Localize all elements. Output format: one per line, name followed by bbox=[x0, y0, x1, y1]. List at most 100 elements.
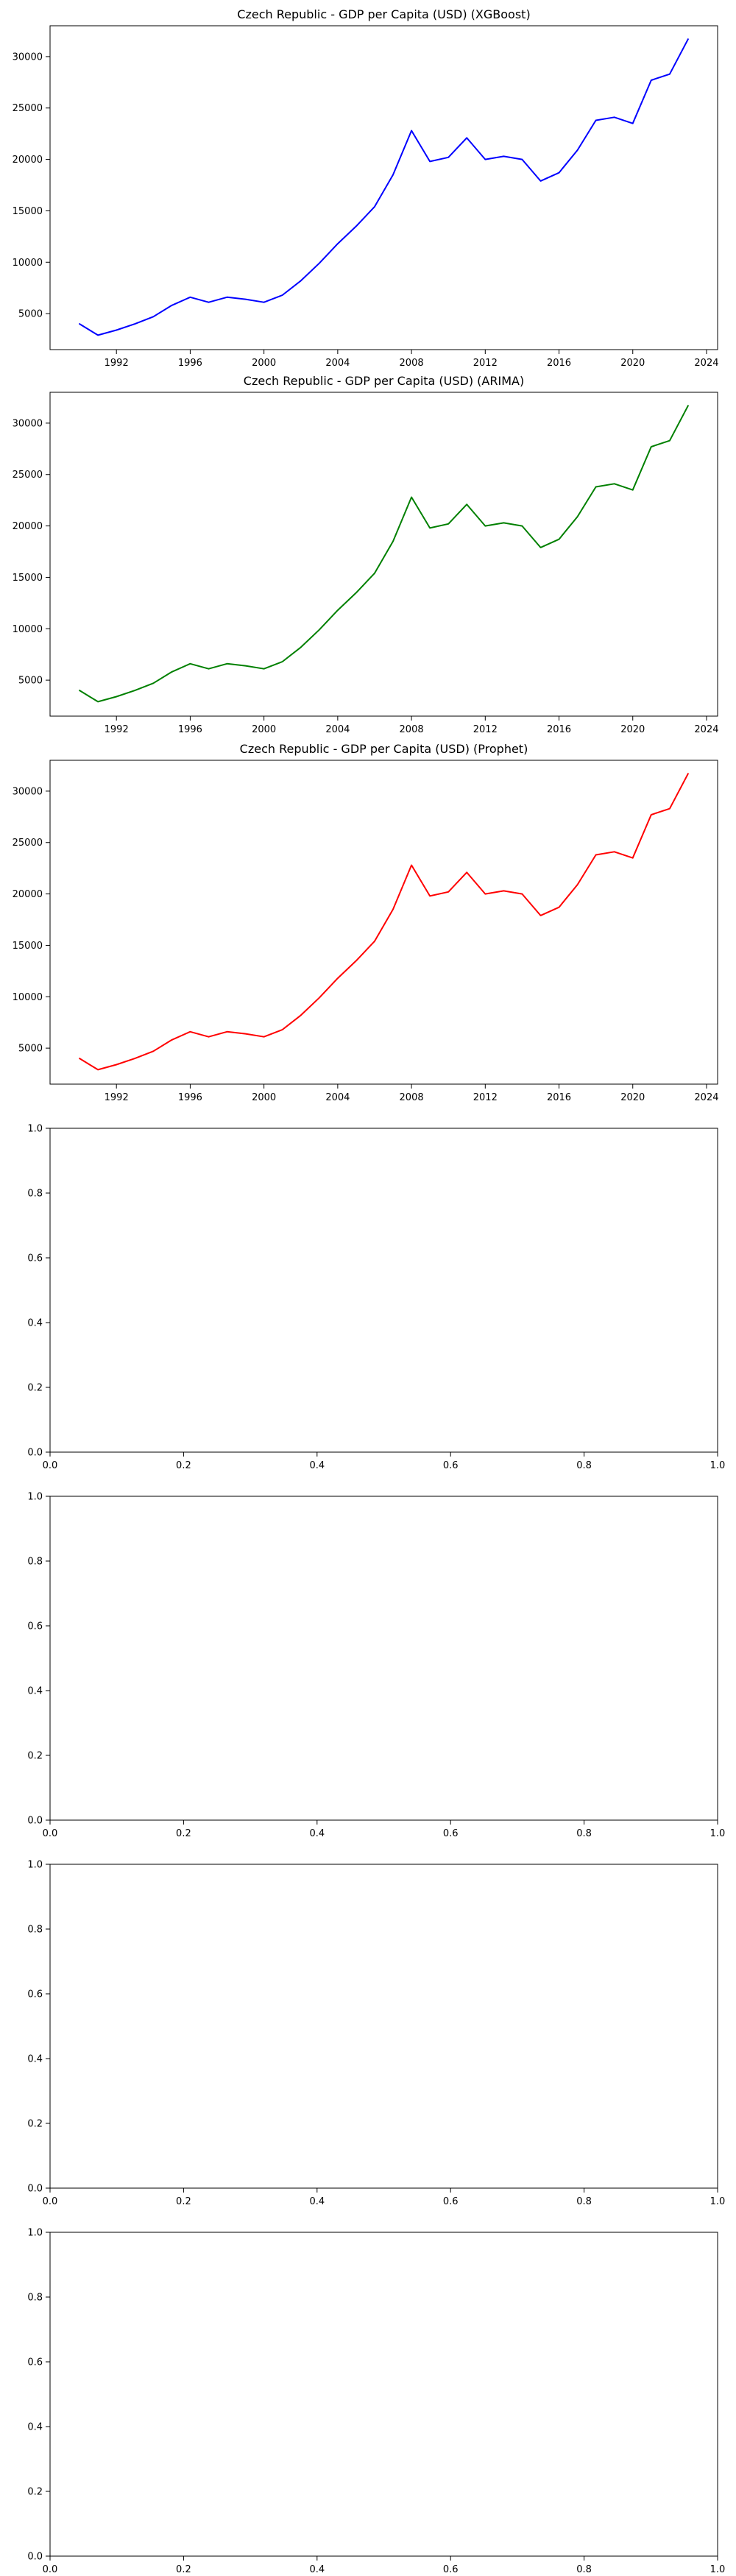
chart-panel-1: Czech Republic - GDP per Capita (USD) (X… bbox=[13, 7, 719, 369]
y-tick-label: 0.6 bbox=[27, 1989, 43, 2000]
y-tick-label: 15000 bbox=[13, 206, 43, 217]
chart-title: Czech Republic - GDP per Capita (USD) (X… bbox=[237, 7, 530, 21]
x-tick-label: 2016 bbox=[547, 724, 571, 735]
y-tick-label: 0.0 bbox=[27, 2184, 43, 2195]
chart-panel-4: 0.0 0.2 0.4 0.6 0.8 1.0 0.0 0.2 0.4 0.6 0.8 1.0 bbox=[27, 1124, 725, 1472]
chart-panel-6: 0.0 0.2 0.4 0.6 0.8 1.0 0.0 0.2 0.4 0.6 0.8 1.0 bbox=[27, 1860, 725, 2208]
x-tick-label: 0.0 bbox=[43, 2564, 58, 2575]
axes-frame bbox=[49, 760, 718, 1085]
x-tick-label: 0.2 bbox=[176, 2196, 191, 2207]
y-tick-label: 0.2 bbox=[27, 2119, 43, 2130]
axes-frame bbox=[49, 1128, 718, 1453]
y-tick-label: 0.4 bbox=[27, 2054, 43, 2065]
y-tick-label: 0.6 bbox=[27, 2357, 43, 2368]
y-tick-label: 30000 bbox=[13, 786, 43, 797]
y-tick-label: 0.2 bbox=[27, 1751, 43, 1762]
x-tick-label: 1996 bbox=[178, 724, 202, 735]
series-line bbox=[79, 38, 689, 336]
axes-frame bbox=[49, 1496, 718, 1821]
y-tick-label: 0.8 bbox=[27, 1925, 43, 1936]
x-tick-label: 2004 bbox=[325, 358, 350, 369]
y-tick-label: 20000 bbox=[13, 155, 43, 166]
x-tick-label: 0.4 bbox=[309, 2196, 325, 2207]
series-line bbox=[79, 773, 689, 1071]
x-tick-label: 2012 bbox=[473, 1092, 498, 1103]
x-tick-label: 0.8 bbox=[576, 1828, 592, 1839]
x-tick-label: 2000 bbox=[252, 724, 276, 735]
x-tick-label: 2024 bbox=[694, 1092, 718, 1103]
x-tick-label: 0.6 bbox=[443, 1828, 459, 1839]
chart-title: Czech Republic - GDP per Capita (USD) (P… bbox=[240, 742, 528, 756]
y-tick-label: 30000 bbox=[13, 418, 43, 429]
x-tick-label: 1992 bbox=[105, 1092, 129, 1103]
x-tick-label: 0.2 bbox=[176, 1828, 191, 1839]
x-tick-label: 2012 bbox=[473, 724, 498, 735]
y-tick-label: 0.4 bbox=[27, 1686, 43, 1697]
y-tick-label: 1.0 bbox=[27, 1124, 43, 1135]
y-tick-label: 1.0 bbox=[27, 1860, 43, 1871]
y-tick-label: 0.0 bbox=[27, 1448, 43, 1459]
chart-title: Czech Republic - GDP per Capita (USD) (A… bbox=[244, 374, 524, 388]
x-tick-label: 2012 bbox=[473, 358, 498, 369]
axes-frame bbox=[49, 25, 718, 350]
y-tick-label: 15000 bbox=[13, 941, 43, 952]
x-tick-label: 1996 bbox=[178, 358, 202, 369]
y-tick-label: 0.4 bbox=[27, 2422, 43, 2433]
x-tick-label: 0.8 bbox=[576, 2564, 592, 2575]
chart-panel-2: Czech Republic - GDP per Capita (USD) (A… bbox=[13, 374, 719, 735]
x-tick-label: 2016 bbox=[547, 358, 571, 369]
y-tick-label: 10000 bbox=[13, 624, 43, 635]
y-tick-label: 0.0 bbox=[27, 2552, 43, 2563]
y-tick-label: 25000 bbox=[13, 103, 43, 114]
x-tick-label: 0.6 bbox=[443, 1460, 459, 1471]
y-tick-label: 0.4 bbox=[27, 1318, 43, 1329]
x-tick-label: 0.8 bbox=[576, 2196, 592, 2207]
x-tick-label: 1996 bbox=[178, 1092, 202, 1103]
x-tick-label: 0.4 bbox=[309, 1460, 325, 1471]
x-tick-label: 0.0 bbox=[43, 1460, 58, 1471]
y-tick-label: 30000 bbox=[13, 52, 43, 63]
y-tick-label: 20000 bbox=[13, 521, 43, 532]
y-tick-label: 20000 bbox=[13, 889, 43, 900]
y-tick-label: 10000 bbox=[13, 258, 43, 269]
y-tick-label: 15000 bbox=[13, 573, 43, 584]
series-line bbox=[79, 405, 689, 703]
y-tick-label: 5000 bbox=[18, 309, 43, 320]
axes-frame bbox=[49, 1864, 718, 2189]
x-tick-label: 0.4 bbox=[309, 1828, 325, 1839]
x-tick-label: 2004 bbox=[325, 724, 350, 735]
x-tick-label: 0.2 bbox=[176, 1460, 191, 1471]
chart-panel-5: 0.0 0.2 0.4 0.6 0.8 1.0 0.0 0.2 0.4 0.6 0.8 1.0 bbox=[27, 1492, 725, 1840]
x-tick-label: 1992 bbox=[105, 358, 129, 369]
x-tick-label: 0.8 bbox=[576, 1460, 592, 1471]
x-tick-label: 1.0 bbox=[710, 2564, 726, 2575]
x-tick-label: 2000 bbox=[252, 358, 276, 369]
y-tick-label: 0.2 bbox=[27, 2487, 43, 2498]
y-tick-label: 10000 bbox=[13, 992, 43, 1003]
chart-panel-7: 0.0 0.2 0.4 0.6 0.8 1.0 0.0 0.2 0.4 0.6 0.8 1.0 bbox=[27, 2228, 725, 2576]
y-tick-label: 5000 bbox=[18, 676, 43, 687]
x-tick-label: 2024 bbox=[694, 358, 718, 369]
x-tick-label: 0.0 bbox=[43, 1828, 58, 1839]
axes-frame bbox=[49, 2232, 718, 2557]
x-tick-label: 1.0 bbox=[710, 1460, 726, 1471]
x-tick-label: 0.6 bbox=[443, 2196, 459, 2207]
x-tick-label: 1992 bbox=[105, 724, 129, 735]
x-tick-label: 0.0 bbox=[43, 2196, 58, 2207]
x-tick-label: 0.4 bbox=[309, 2564, 325, 2575]
x-tick-label: 2020 bbox=[620, 1092, 645, 1103]
y-tick-label: 1.0 bbox=[27, 1492, 43, 1503]
y-tick-label: 25000 bbox=[13, 470, 43, 481]
x-tick-label: 2020 bbox=[620, 724, 645, 735]
x-tick-label: 2024 bbox=[694, 724, 718, 735]
y-tick-label: 0.8 bbox=[27, 1557, 43, 1568]
x-tick-label: 2020 bbox=[620, 358, 645, 369]
y-tick-label: 0.6 bbox=[27, 1253, 43, 1264]
y-tick-label: 5000 bbox=[18, 1044, 43, 1055]
y-tick-label: 0.2 bbox=[27, 1383, 43, 1394]
chart-panel-3: Czech Republic - GDP per Capita (USD) (P… bbox=[13, 742, 719, 1103]
x-tick-label: 2008 bbox=[400, 358, 424, 369]
y-tick-label: 0.6 bbox=[27, 1621, 43, 1632]
